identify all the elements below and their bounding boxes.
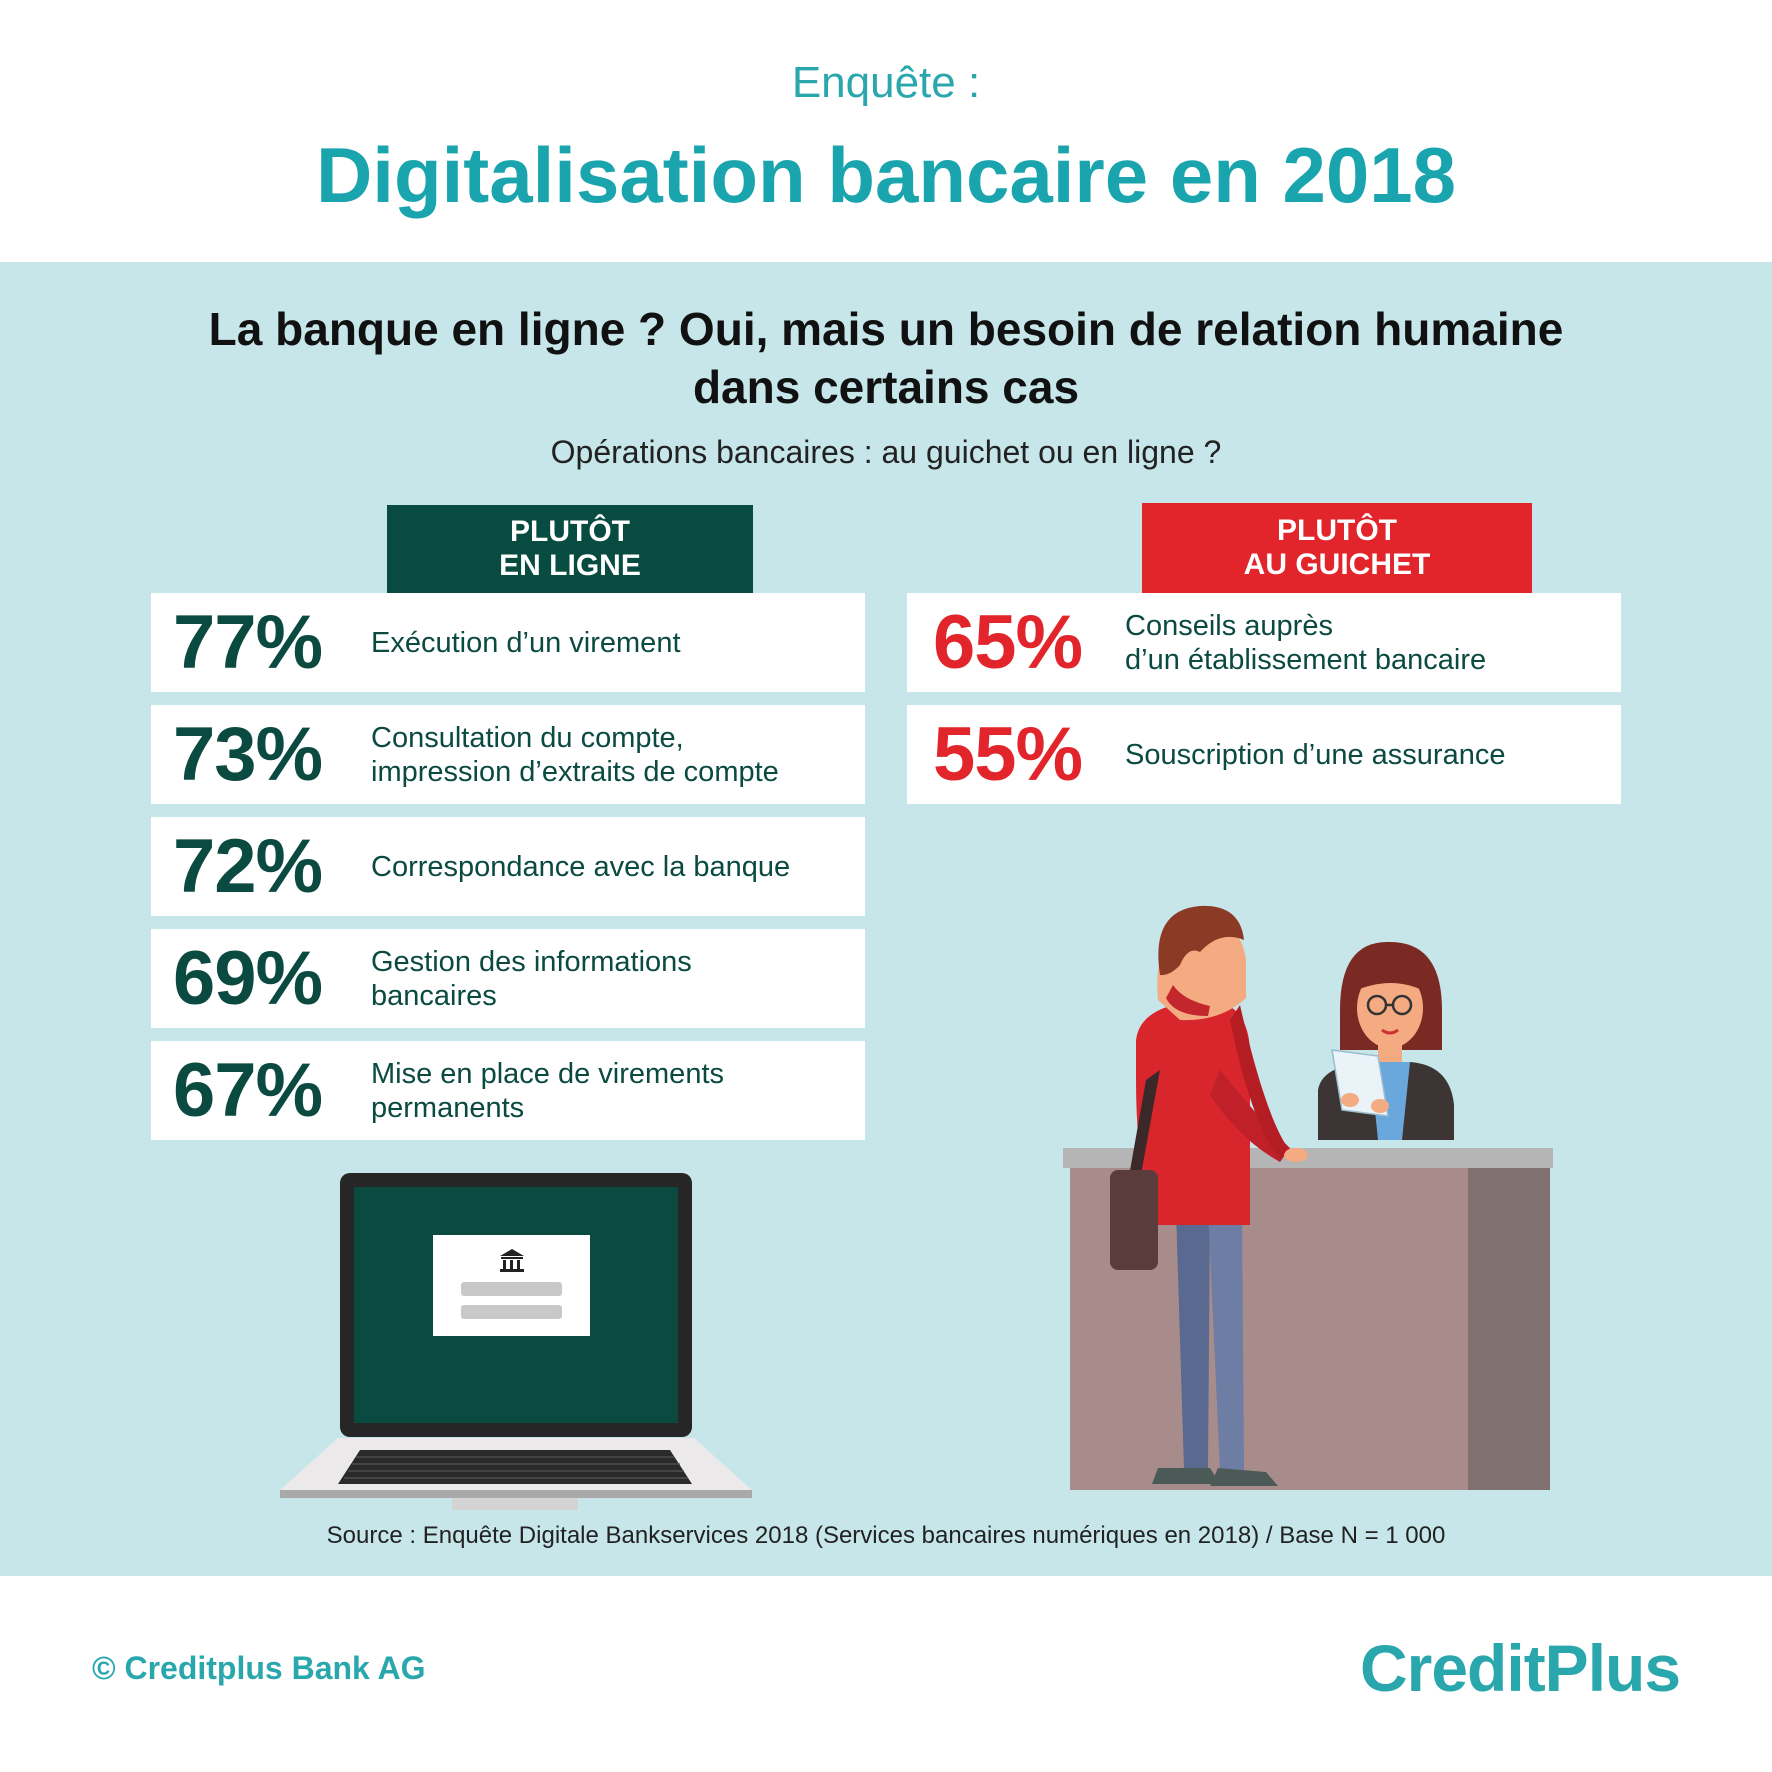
password-field (461, 1305, 562, 1319)
laptop-trackpad (452, 1498, 578, 1510)
laptop-keyboard (338, 1450, 692, 1484)
headline-line-1: La banque en ligne ? Oui, mais un besoin… (208, 303, 1564, 355)
source-note: Source : Enquête Digitale Bankservices 2… (326, 1522, 1446, 1549)
page-title: Digitalisation bancaire en 2018 (315, 131, 1457, 219)
login-field (461, 1282, 562, 1296)
counter-label: Souscription d’une assurance (1125, 738, 1505, 772)
online-row: 67% Mise en place de virements permanent… (151, 1041, 865, 1140)
counter-label-line-1: Souscription d’une assurance (1125, 738, 1506, 771)
online-label: Gestion des informations bancaires (371, 945, 692, 1013)
counter-percentage: 55% (933, 712, 1083, 797)
tab-counter: PLUTÔT AU GUICHET (1142, 503, 1532, 593)
counter-scene-illustration (1063, 905, 1553, 1490)
counter-percentage: 65% (933, 600, 1083, 685)
online-label: Correspondance avec la banque (371, 850, 790, 884)
counter-row: 65% Conseils auprès d’un établissement b… (907, 593, 1621, 692)
counter-side (1468, 1168, 1550, 1490)
online-label-line-1: Exécution d’un virement (371, 626, 681, 659)
online-label-line-2: bancaires (371, 979, 497, 1012)
online-row: 73% Consultation du compte, impression d… (151, 705, 865, 804)
keyboard-keys (344, 1456, 688, 1479)
creditplus-logo: CreditPlus (1360, 1631, 1681, 1705)
question-subtitle: Opérations bancaires : au guichet ou en … (550, 434, 1222, 470)
online-label-line-2: permanents (371, 1091, 525, 1124)
online-label: Mise en place de virements permanents (371, 1057, 724, 1125)
tab-online-line-1: PLUTÔT (510, 515, 630, 548)
tab-counter-line-1: PLUTÔT (1277, 514, 1397, 547)
counter-row: 55% Souscription d’une assurance (907, 705, 1621, 804)
online-row: 77% Exécution d’un virement (151, 593, 865, 692)
headline-line-2: dans certains cas (692, 361, 1080, 413)
tab-online-line-2: EN LIGNE (499, 549, 641, 582)
online-label-line-1: Consultation du compte, (371, 721, 684, 754)
headline: La banque en ligne ? Oui, mais un besoin… (0, 300, 1772, 416)
customer-figure (1110, 905, 1308, 1486)
copyright-notice: © Creditplus Bank AG (92, 1650, 426, 1686)
bank-building-icon (500, 1249, 524, 1272)
online-percentage: 73% (173, 712, 323, 797)
tab-counter-line-2: AU GUICHET (1243, 548, 1431, 581)
counter-label-line-1: Conseils auprès (1125, 609, 1333, 642)
online-row: 72% Correspondance avec la banque (151, 817, 865, 916)
online-label-line-1: Mise en place de virements (371, 1057, 724, 1090)
laptop-illustration (280, 1173, 752, 1510)
advisor-hand (1341, 1093, 1359, 1107)
tab-online: PLUTÔT EN LIGNE (387, 505, 753, 593)
survey-kicker: Enquête : (791, 58, 981, 107)
counter-label: Conseils auprès d’un établissement banca… (1125, 609, 1486, 677)
counter-label-line-2: d’un établissement bancaire (1125, 643, 1487, 676)
online-percentage: 72% (173, 824, 323, 909)
laptop-base-edge (280, 1490, 752, 1498)
online-label-line-2: impression d’extraits de compte (371, 755, 779, 788)
online-label-line-1: Correspondance avec la banque (371, 850, 791, 883)
advisor-hand-2 (1371, 1099, 1389, 1113)
online-percentage: 77% (173, 600, 323, 685)
online-percentage: 67% (173, 1048, 323, 1133)
online-percentage: 69% (173, 936, 323, 1021)
online-row: 69% Gestion des informations bancaires (151, 929, 865, 1028)
online-label: Consultation du compte, impression d’ext… (371, 721, 779, 789)
online-label: Exécution d’un virement (371, 626, 681, 660)
online-label-line-1: Gestion des informations (371, 945, 692, 978)
